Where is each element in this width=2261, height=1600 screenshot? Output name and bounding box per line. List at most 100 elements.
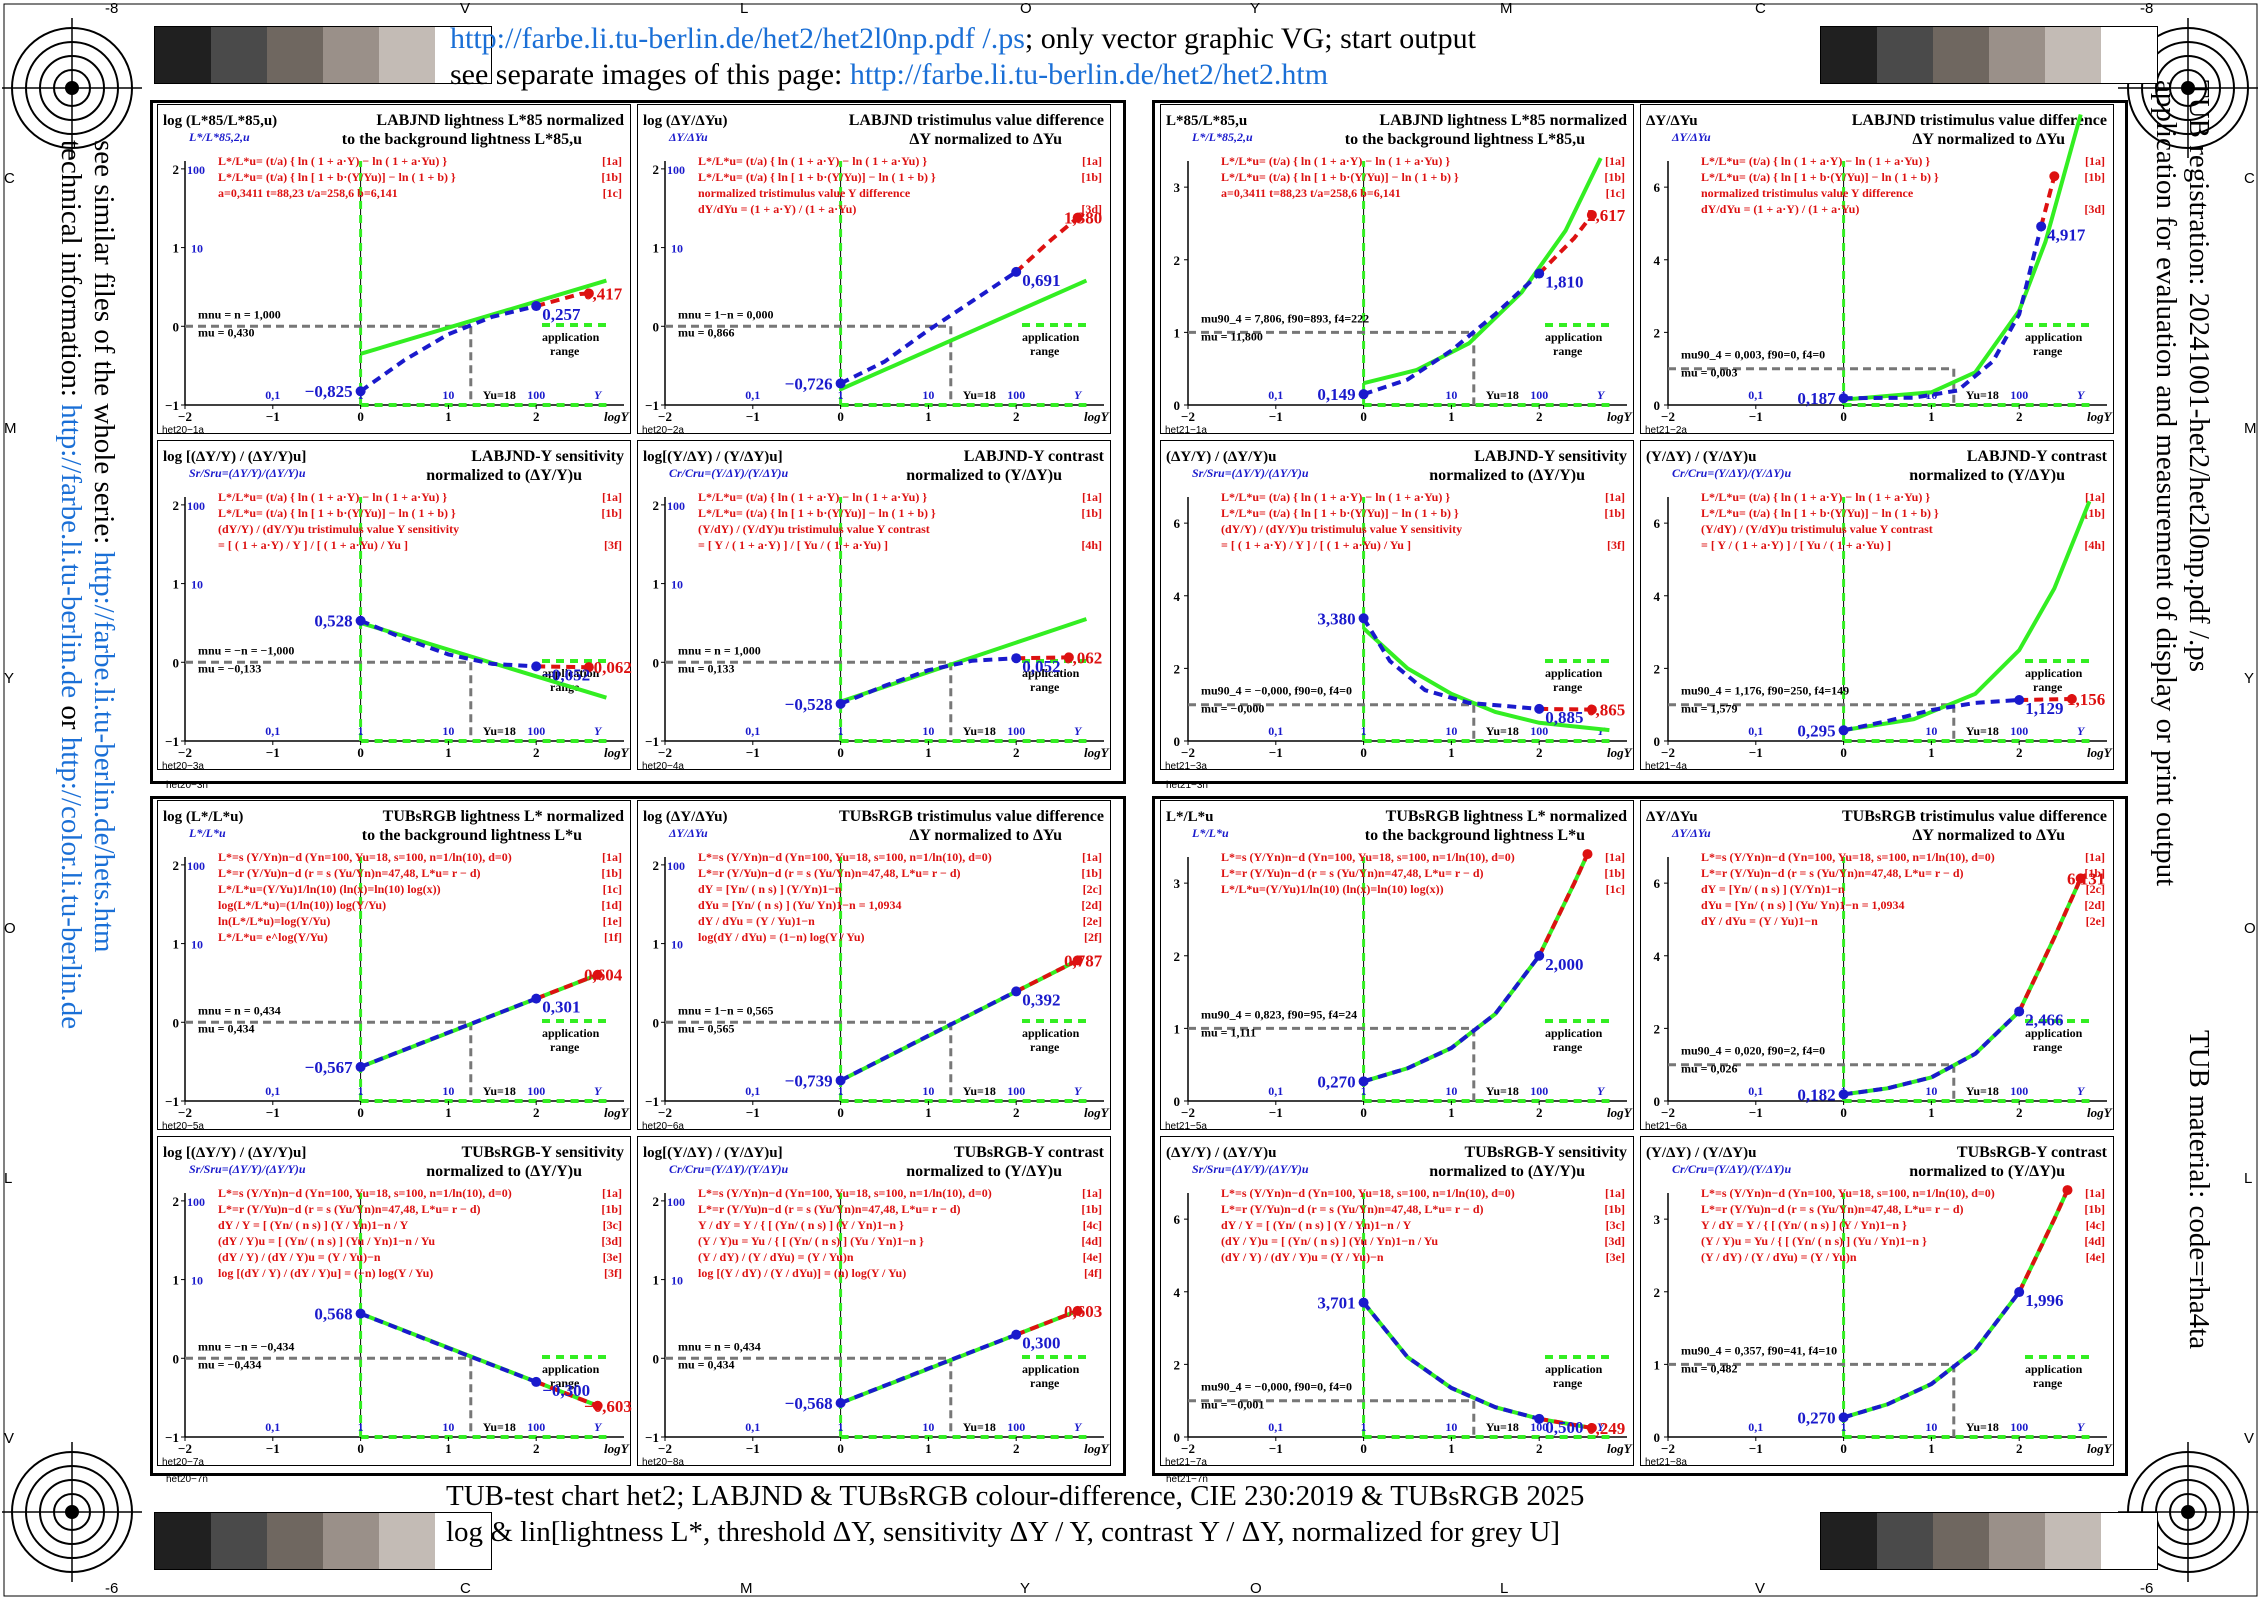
chart-panel: −2 −1 0 1 2 logY 0,1 1 10 Yu=18 100 Y 0 2 4 6 (ΔY/Y) / (… (1160, 1136, 1634, 1467)
x-tick-label: −2 (178, 1105, 192, 1120)
equation: L*=r (Y/Yu)n−d (r = s (Yu/Yn)n=47,48, L*… (698, 1202, 961, 1216)
y-tick-label: −1 (165, 398, 179, 413)
end-point (583, 288, 594, 299)
equation-ref: [4h] (2084, 538, 2105, 552)
right-side-line-1: TUB registration: 20241001-het2/het2l0np… (2183, 80, 2215, 673)
edge-mark-bottom: O (1250, 1580, 1262, 1597)
equation: log(dY / dYu) = (1−n) log(Y / Yu) (698, 930, 864, 944)
x-tick-label: 0 (1360, 409, 1367, 424)
y-tick-label: 3 (1654, 1212, 1661, 1227)
grey-scale-bottom-left (154, 1512, 492, 1570)
equation-ref: [1a] (602, 1186, 622, 1200)
end-point (583, 662, 594, 673)
farbe-link[interactable]: http://farbe.li.tu-berlin.de (55, 404, 87, 699)
blue-series-line (359, 1311, 537, 1384)
grey-patch (155, 27, 211, 83)
end-value-label: 6,131 (2067, 869, 2105, 888)
mid-point (1011, 986, 1022, 997)
edge-mark-right: V (2244, 1430, 2255, 1447)
panel-code: het21−2a (1645, 425, 1687, 435)
x-sub-label: 1 (358, 724, 364, 738)
edge-mark-left: M (4, 420, 17, 437)
edge-mark-top: M (1500, 0, 1513, 17)
chart-title: LABJND lightness L*85 normalized (376, 112, 624, 129)
y-sub-label: 10 (191, 578, 203, 592)
pdf-link[interactable]: http://farbe.li.tu-berlin.de/het2/het2l0… (450, 22, 1025, 55)
x-sub-label: Y (1597, 1420, 1606, 1434)
info-line: mu = 0,003 (1681, 366, 1738, 380)
blue-series-line (1363, 954, 1541, 1084)
y-tick-label: 2 (653, 1194, 660, 1209)
grey-scale-top-left (154, 26, 492, 84)
mid-point (531, 301, 542, 312)
chart-subtitle: ΔY normalized to ΔYu (909, 827, 1062, 844)
start-value-label: 0,270 (1317, 1072, 1355, 1091)
end-value-label: 0,417 (584, 284, 623, 303)
x-tick-label: 1 (1928, 1105, 1935, 1120)
info-line: mu = 0,434 (678, 1357, 735, 1371)
grey-patch (1933, 1513, 1989, 1569)
equation-ref: [2c] (2086, 882, 2105, 896)
equation-ref: [1b] (1604, 170, 1625, 184)
x-tick-label: 2 (1013, 1105, 1020, 1120)
chart-panel: −2 −1 0 1 2 logY 0,1 1 10 Yu=18 100 Y 0 2 4 6 (ΔY/Y) / (… (1160, 440, 1634, 771)
end-point (592, 1400, 603, 1411)
equation-ref: [1b] (2084, 1202, 2105, 1216)
green-series-line (1843, 500, 2092, 733)
info-line: mnu = n = 0,434 (198, 1003, 281, 1017)
y-axis-title: ΔY/ΔYu (1646, 809, 1698, 825)
end-value-label: 1,156 (2067, 690, 2105, 709)
x-sub-label: 10 (922, 1420, 934, 1434)
chart-svg: −2−1012logY0,1110Yu=18100Y0123L*85/L*85,… (1165, 112, 1633, 435)
equation-ref: [1e] (603, 914, 622, 928)
equation-ref: [1b] (1604, 1202, 1625, 1216)
y-tick-label: 0 (173, 1351, 180, 1366)
equation-ref: [3d] (601, 1234, 622, 1248)
y-tick-label: −1 (165, 1430, 179, 1445)
start-value-label: 0,295 (1797, 721, 1835, 740)
equation-ref: [1a] (2085, 850, 2105, 864)
equation: L*/L*u= (t/a) { ln [ 1 + b·(Y/Yu)] − ln … (218, 170, 456, 184)
y-tick-label: 0 (653, 655, 660, 670)
images-link[interactable]: http://farbe.li.tu-berlin.de/het2/het2.h… (849, 58, 1329, 91)
equation-ref: [1a] (1082, 490, 1102, 504)
mid-value-label: 0,885 (1545, 708, 1583, 727)
y-axis-title: log (ΔY/ΔYu) (643, 809, 728, 825)
y-sub-label: 10 (671, 242, 683, 256)
x-axis-label: logY (2087, 1441, 2113, 1456)
x-sub-label: 10 (442, 1084, 454, 1098)
equation: L*=s (Y/Yn)n−d (Yn=100, Yu=18, s=100, n=… (698, 1186, 992, 1200)
equation: = [ Y / ( 1 + a·Y) ] / [ Yu / ( 1 + a·Yu… (1701, 538, 1891, 552)
equation-ref: [1b] (601, 170, 622, 184)
equation: normalized tristimulus value Y differenc… (1701, 186, 1914, 200)
y-tick-label: 2 (1174, 253, 1181, 268)
y-tick-label: 0 (1654, 734, 1661, 749)
red-series-line (1537, 853, 1590, 957)
mid-point (1534, 703, 1545, 714)
equation-ref: [1b] (2084, 506, 2105, 520)
x-tick-label: −1 (746, 745, 760, 760)
x-tick-label: −1 (1749, 1441, 1763, 1456)
x-sub-label: 10 (922, 724, 934, 738)
x-sub-label: Y (1074, 388, 1083, 402)
x-axis-label: logY (2087, 1105, 2113, 1120)
equation: dY / dYu = (Y / Yu)1−n (1701, 914, 1818, 928)
x-tick-label: 0 (1360, 1105, 1367, 1120)
hets-link[interactable]: http://farbe.li.tu-berlin.de/hets.htm (88, 551, 120, 953)
y-axis-subtitle: ΔY/ΔYu (668, 826, 708, 840)
info-line: mu = −0,000 (1201, 702, 1264, 716)
mid-value-label: 0,300 (1022, 1334, 1060, 1353)
grey-patch (1989, 27, 2045, 83)
edge-mark-top: -8 (105, 0, 119, 17)
red-series-line (535, 1380, 599, 1408)
x-tick-label: −2 (178, 409, 192, 424)
color-link[interactable]: http://color.li.tu-berlin.de (55, 736, 87, 1030)
end-value-label: 0,604 (584, 966, 623, 985)
equation: dY / Y = [ (Yn/ ( n s) ] (Y / Yn)1−n / Y (1221, 1218, 1412, 1232)
x-axis-label: logY (1084, 745, 1110, 760)
y-tick-label: 2 (1654, 1021, 1661, 1036)
legend-text: range (1030, 1040, 1060, 1054)
chart-subtitle: normalized to (ΔY/Y)u (1429, 1163, 1585, 1180)
mid-value-label: −0,300 (542, 1381, 590, 1400)
